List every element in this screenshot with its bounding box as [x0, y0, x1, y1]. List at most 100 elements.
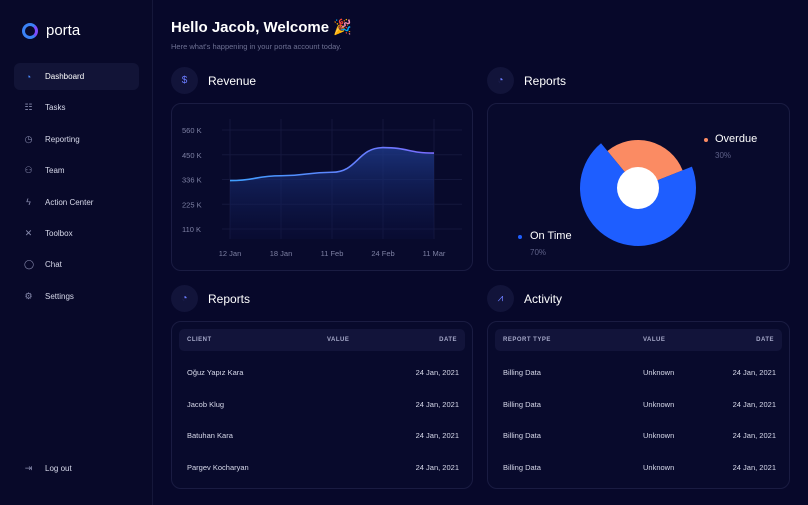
- table-cell: Unknown: [643, 462, 675, 472]
- sidebar-item-label: Chat: [45, 260, 62, 270]
- pie-chart-icon: ◔: [487, 67, 514, 94]
- table-cell: Unknown: [643, 431, 675, 440]
- table-row[interactable]: Oğuz Yapız Kara 24 Jan, 2021: [187, 368, 459, 377]
- table-row[interactable]: Billing Data Unknown 24 Jan, 2021: [503, 463, 776, 472]
- column-header: VALUE: [327, 337, 350, 343]
- table-cell: Batuhan Kara: [187, 431, 233, 440]
- revenue-card: 560 K 450 K 336 K 225 K 110 K 12 Jan 18 Jan 11 …: [171, 103, 473, 271]
- x-tick-label: 11 Mar: [423, 249, 446, 258]
- brand-name: porta: [46, 22, 81, 39]
- y-tick-label: 336 K: [182, 176, 202, 185]
- activity-header: ⩘ Activity: [487, 285, 562, 312]
- on-time-pct: 70%: [530, 248, 547, 257]
- reports-pie-chart: [580, 140, 696, 246]
- page-subtitle: Here what's happening in your porta acco…: [171, 42, 342, 51]
- table-row[interactable]: Jacob Klug 24 Jan, 2021: [187, 400, 459, 409]
- pie-center: [617, 167, 659, 209]
- overdue-dot: [704, 138, 708, 142]
- table-cell: 24 Jan, 2021: [415, 462, 459, 472]
- table-cell: 24 Jan, 2021: [732, 368, 776, 377]
- table-cell: 24 Jan, 2021: [415, 368, 459, 377]
- table-row[interactable]: Billing Data Unknown 24 Jan, 2021: [503, 368, 776, 377]
- reports-chart-card: Overdue 30% On Time 70%: [487, 103, 790, 271]
- sidebar-item-tasks[interactable]: ☷ Tasks: [14, 94, 139, 121]
- porta-logo-icon: [22, 22, 38, 39]
- sidebar-item-action-center[interactable]: ϟ Action Center: [14, 189, 139, 216]
- table-cell: 24 Jan, 2021: [415, 399, 459, 409]
- table-cell: [327, 463, 416, 472]
- table-header: CLIENT VALUE DATE: [179, 329, 465, 351]
- overdue-label: Overdue: [715, 133, 758, 145]
- table-cell: Billing Data: [503, 368, 541, 377]
- revenue-line: [229, 146, 435, 182]
- sidebar-item-label: Reporting: [45, 134, 80, 144]
- logout-label: Log out: [45, 464, 72, 473]
- tools-icon: ✕: [24, 228, 33, 238]
- sidebar-item-label: Dashboard: [45, 72, 85, 81]
- y-tick-label: 225 K: [182, 200, 202, 209]
- sidebar-item-label: Toolbox: [45, 229, 73, 238]
- table-cell: Oğuz Yapız Kara: [187, 368, 244, 377]
- sidebar-item-dashboard[interactable]: ◔ Dashboard: [14, 63, 139, 90]
- table-cell: [327, 368, 416, 377]
- column-header: CLIENT: [187, 337, 212, 343]
- sidebar: porta ◔ Dashboard ☷ Tasks ◷ Reporting ⚇ Team ϟ Ac…: [0, 0, 153, 505]
- reports-chart-header: ◔ Reports: [487, 67, 566, 94]
- table-cell: 24 Jan, 2021: [732, 431, 776, 440]
- table-cell: Billing Data: [503, 431, 541, 440]
- column-header: VALUE: [643, 337, 666, 343]
- overdue-pct: 30%: [715, 151, 732, 160]
- lightning-icon: ϟ: [26, 197, 31, 208]
- pie-slice-overdue: [607, 140, 683, 188]
- logout-button[interactable]: ⇥ Log out: [14, 455, 139, 482]
- table-cell: Billing Data: [503, 462, 541, 472]
- list-icon: ☷: [24, 102, 33, 113]
- gear-icon: ⚙: [24, 290, 33, 301]
- table-row[interactable]: Batuhan Kara 24 Jan, 2021: [187, 431, 459, 440]
- logout-icon: ⇥: [24, 463, 33, 473]
- sidebar-item-reporting[interactable]: ◷ Reporting: [14, 126, 139, 153]
- reports-table-header: ◔ Reports: [171, 285, 250, 312]
- on-time-label: On Time: [530, 230, 572, 242]
- table-row[interactable]: Pargev Kocharyan 24 Jan, 2021: [187, 463, 459, 472]
- table-cell: 24 Jan, 2021: [415, 431, 459, 440]
- chat-icon: ◯: [24, 259, 35, 270]
- table-cell: [327, 431, 416, 440]
- logo[interactable]: porta: [22, 22, 80, 39]
- table-cell: Jacob Klug: [187, 399, 225, 409]
- sidebar-item-label: Action Center: [45, 197, 94, 207]
- pie-chart-icon: ◔: [171, 285, 198, 312]
- table-cell: Unknown: [643, 368, 675, 377]
- sidebar-item-settings[interactable]: ⚙ Settings: [14, 283, 139, 310]
- x-tick-label: 12 Jan: [219, 249, 242, 258]
- table-cell: 24 Jan, 2021: [732, 462, 776, 472]
- revenue-area: [230, 147, 434, 239]
- sidebar-item-chat[interactable]: ◯ Chat: [14, 251, 139, 278]
- column-header: DATE: [439, 337, 457, 343]
- x-tick-label: 11 Feb: [321, 249, 344, 258]
- reports-table-card: CLIENT VALUE DATE Oğuz Yapız Kara 24 Jan, 20…: [171, 321, 473, 489]
- revenue-header: $ Revenue: [171, 67, 256, 94]
- line-chart-icon: ⩘: [487, 285, 514, 312]
- table-row[interactable]: Billing Data Unknown 24 Jan, 2021: [503, 400, 776, 409]
- y-tick-label: 110 K: [182, 225, 201, 234]
- activity-table-card: REPORT TYPE VALUE DATE Billing Data Unknown 2…: [487, 321, 790, 489]
- gauge-icon: ◔: [25, 71, 32, 82]
- sidebar-item-label: Tasks: [45, 103, 66, 113]
- table-cell: Billing Data: [503, 399, 541, 409]
- activity-title: Activity: [524, 291, 563, 306]
- y-tick-label: 450 K: [182, 151, 202, 160]
- sidebar-item-toolbox[interactable]: ✕ Toolbox: [14, 220, 139, 247]
- dollar-icon: $: [171, 67, 198, 94]
- page-title: Hello Jacob, Welcome 🎉: [171, 19, 352, 36]
- sidebar-item-label: Team: [45, 166, 65, 176]
- y-tick-label: 560 K: [182, 126, 202, 135]
- revenue-chart: 560 K 450 K 336 K 225 K 110 K 12 Jan 18 Jan 11 …: [182, 119, 462, 258]
- table-row[interactable]: Billing Data Unknown 24 Jan, 2021: [503, 431, 776, 440]
- table-cell: Pargev Kocharyan: [187, 462, 249, 472]
- sidebar-item-team[interactable]: ⚇ Team: [14, 157, 139, 184]
- x-tick-label: 18 Jan: [270, 249, 293, 258]
- table-cell: [327, 400, 416, 409]
- column-header: REPORT TYPE: [503, 337, 551, 343]
- team-icon: ⚇: [24, 165, 33, 176]
